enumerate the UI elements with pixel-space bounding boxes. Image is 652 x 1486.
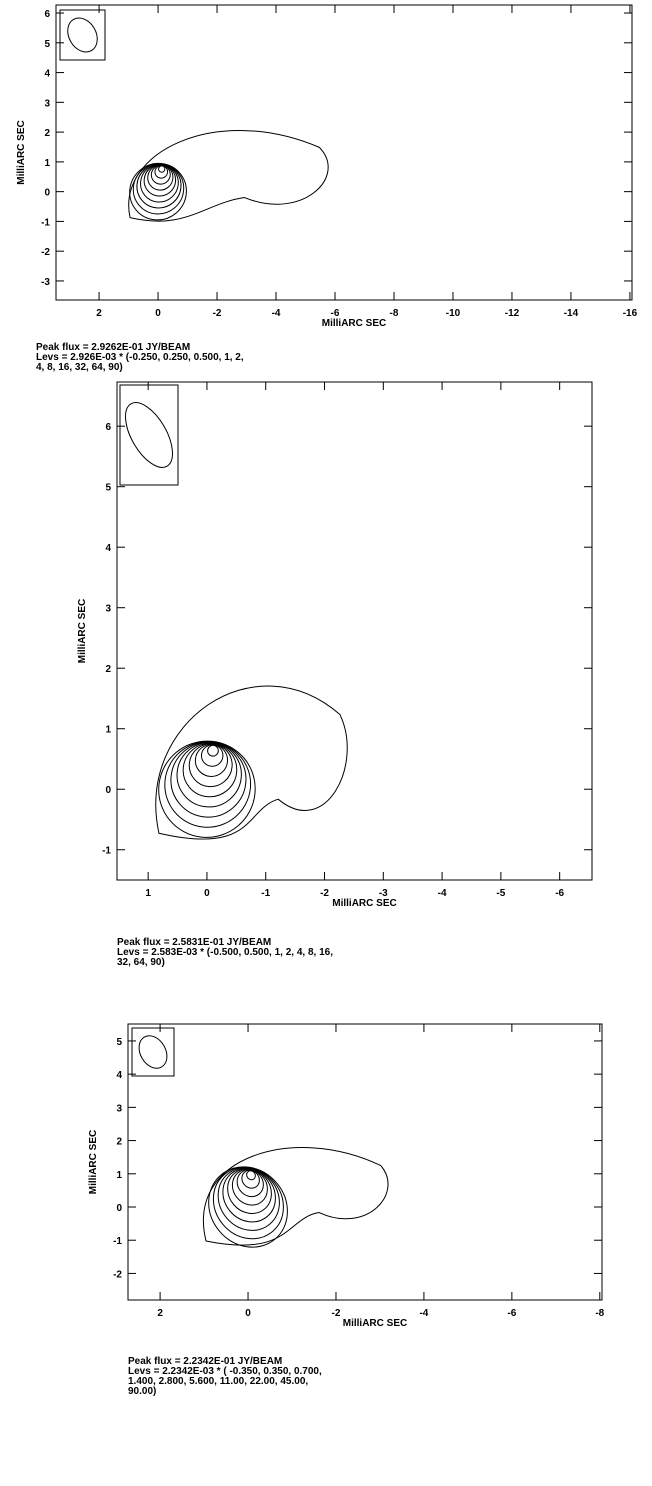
contours: [192, 1148, 388, 1264]
y-tick-label: -1: [102, 846, 111, 857]
x-tick-label: 0: [204, 888, 210, 899]
y-tick-label: 1: [116, 1170, 122, 1181]
y-tick-label: 0: [105, 785, 111, 796]
y-tick-label: 2: [44, 128, 50, 139]
contours: [139, 686, 347, 857]
x-tick-label: 1: [145, 888, 151, 899]
plot-frame: [56, 5, 632, 300]
y-tick-label: 6: [105, 422, 111, 433]
note: 4, 8, 16, 32, 64, 90): [36, 362, 123, 373]
x-axis-label: MilliARC SEC: [343, 1318, 407, 1329]
y-tick-label: -2: [113, 1269, 122, 1280]
contour: [123, 153, 194, 224]
contour: [164, 730, 255, 821]
contour: [199, 1153, 298, 1253]
beam: [116, 395, 182, 475]
beam: [62, 13, 103, 58]
y-tick-label: 6: [44, 9, 50, 20]
y-tick-label: 5: [105, 483, 111, 494]
x-tick-label: -2: [320, 888, 329, 899]
x-tick-label: -2: [213, 308, 222, 319]
x-tick-label: 0: [155, 308, 161, 319]
contour: [172, 732, 247, 807]
beam-box: [60, 10, 105, 60]
x-tick-label: -4: [272, 308, 281, 319]
beam: [133, 1031, 172, 1074]
x-tick-label: 2: [157, 1308, 163, 1319]
x-tick-label: 2: [96, 308, 102, 319]
plot-frame: [117, 382, 592, 880]
y-tick-label: 0: [116, 1203, 122, 1214]
contour: [138, 158, 182, 202]
y-tick-label: 2: [116, 1137, 122, 1148]
x-tick-label: -16: [623, 308, 638, 319]
x-tick-label: -6: [507, 1308, 516, 1319]
y-tick-label: -1: [41, 217, 50, 228]
y-tick-label: 1: [105, 725, 111, 736]
x-tick-label: -10: [446, 308, 461, 319]
x-tick-label: -14: [564, 308, 579, 319]
y-tick-label: -3: [41, 277, 50, 288]
x-axis-label: MilliARC SEC: [322, 318, 386, 329]
note: 32, 64, 90): [117, 957, 165, 968]
x-tick-label: -2: [332, 1308, 341, 1319]
contour: [212, 1158, 286, 1233]
y-tick-label: 3: [116, 1103, 122, 1114]
y-tick-label: 4: [116, 1070, 122, 1081]
figure: 20-2-4-6-8-10-12-14-16-3-2-10123456Milli…: [0, 0, 652, 1486]
y-tick-label: 3: [44, 98, 50, 109]
x-tick-label: 0: [245, 1308, 251, 1319]
y-axis-label: MilliARC SEC: [88, 1130, 99, 1194]
plot-frame: [128, 1024, 602, 1300]
x-tick-label: -1: [261, 888, 270, 899]
x-tick-label: -4: [438, 888, 447, 899]
x-tick-label: -4: [419, 1308, 428, 1319]
beam-box: [132, 1028, 174, 1076]
note: 90.00): [128, 1386, 156, 1397]
y-tick-label: 0: [44, 188, 50, 199]
y-tick-label: 4: [105, 543, 111, 554]
y-tick-label: 5: [116, 1037, 122, 1048]
contour: [203, 1148, 388, 1246]
x-tick-label: -6: [555, 888, 564, 899]
x-axis-label: MilliARC SEC: [332, 898, 396, 909]
beam-box: [120, 385, 178, 485]
y-tick-label: 3: [105, 604, 111, 615]
x-tick-label: -5: [496, 888, 505, 899]
y-tick-label: 5: [44, 39, 50, 50]
y-tick-label: 4: [44, 69, 50, 80]
x-tick-label: -8: [390, 308, 399, 319]
contour: [133, 157, 186, 210]
y-tick-label: -2: [41, 247, 50, 258]
y-tick-label: 2: [105, 664, 111, 675]
y-tick-label: -1: [113, 1236, 122, 1247]
y-axis-label: MilliARC SEC: [16, 120, 27, 184]
y-tick-label: 1: [44, 158, 50, 169]
y-axis-label: MilliARC SEC: [77, 599, 88, 663]
x-tick-label: -8: [595, 1308, 604, 1319]
x-tick-label: -12: [505, 308, 520, 319]
contours: [118, 131, 328, 232]
